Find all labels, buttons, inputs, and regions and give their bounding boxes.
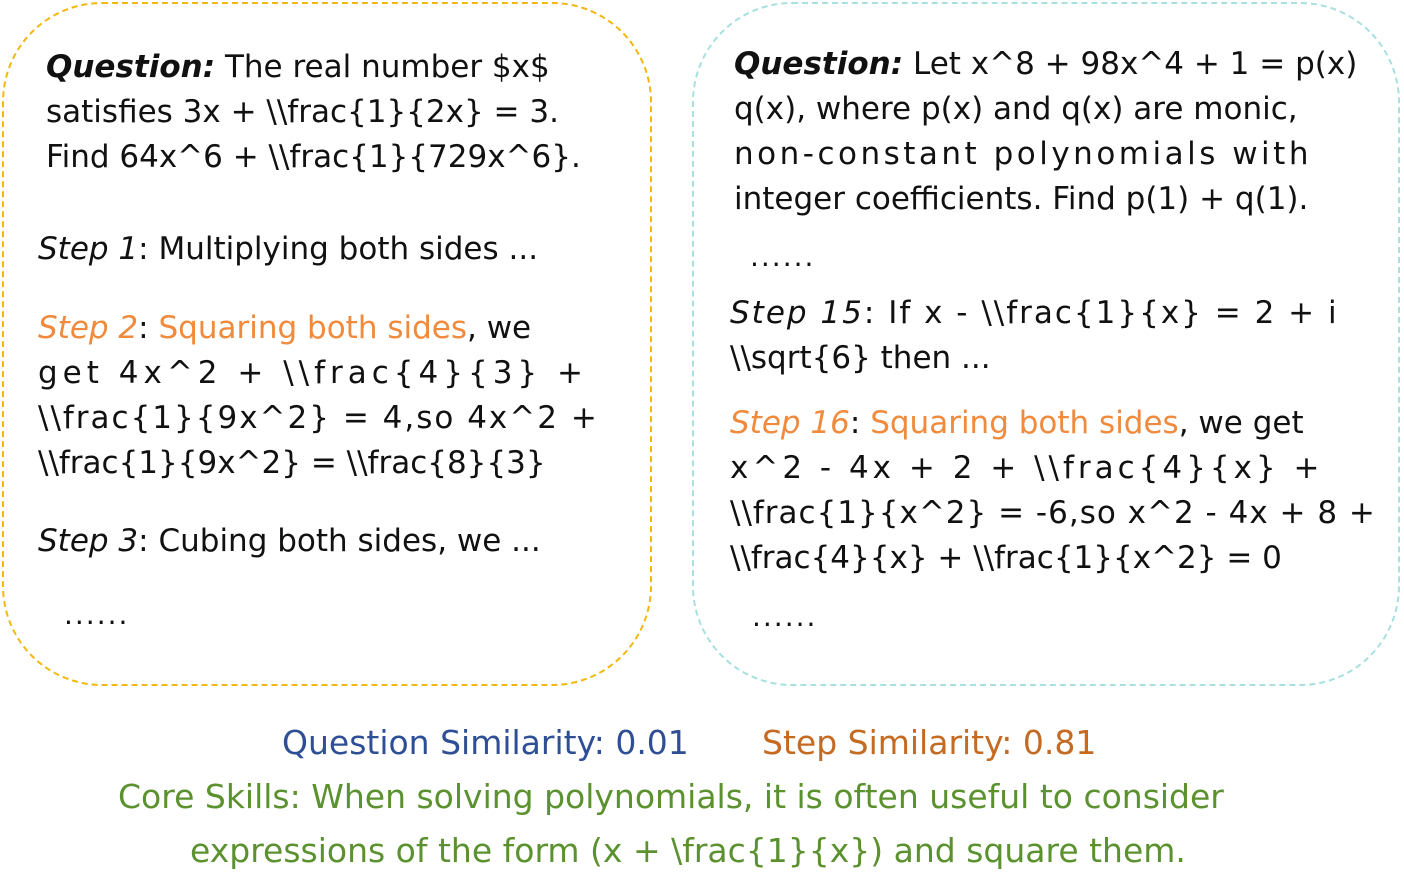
- left-step-1-label: Step 1: [38, 231, 139, 267]
- left-example-panel: [2, 2, 652, 686]
- right-step-16-highlight: Squaring both sides: [870, 405, 1179, 441]
- left-question-label: Question:: [46, 49, 216, 85]
- right-question-line-3: non-constant polynomials with: [734, 136, 1312, 172]
- right-step-16-line-4: \\frac{4}{x} + \\frac{1}{x^2} = 0: [730, 540, 1282, 576]
- left-step-2-line-4: \\frac{1}{9x^2} = \\frac{8}{3}: [38, 445, 546, 481]
- left-question-line-2: satisfies 3x + \\frac{1}{2x} = 3.: [46, 94, 559, 130]
- left-step-2-line-1: Step 2: Squaring both sides, we: [38, 310, 532, 346]
- left-ellipsis: ......: [64, 598, 130, 631]
- left-step-2-highlight: Squaring both sides: [158, 310, 467, 346]
- left-question-line-1: Question: The real number $x$: [46, 49, 550, 85]
- question-similarity: Question Similarity: 0.01: [282, 723, 689, 762]
- right-step-16-line-2: x^2 - 4x + 2 + \\frac{4}{x} +: [730, 450, 1324, 486]
- core-skills-line-1: Core Skills: When solving polynomials, i…: [118, 777, 1224, 816]
- right-step-15-line-2: \\sqrt{6} then ...: [730, 340, 991, 376]
- left-step-3: Step 3: Cubing both sides, we ...: [38, 523, 541, 559]
- left-step-3-label: Step 3: [38, 523, 139, 559]
- right-question-line-2: q(x), where p(x) and q(x) are monic,: [734, 91, 1298, 127]
- step-similarity: Step Similarity: 0.81: [762, 723, 1097, 762]
- core-skills-line-2: expressions of the form (x + \frac{1}{x}…: [190, 831, 1186, 870]
- right-step-16-label: Step 16: [730, 405, 850, 441]
- right-ellipsis-bottom: ......: [752, 600, 818, 633]
- right-question-label: Question:: [734, 46, 904, 82]
- left-step-2-label: Step 2: [38, 310, 139, 346]
- right-ellipsis-top: ......: [750, 240, 816, 273]
- right-step-15-label: Step 15: [730, 295, 864, 331]
- left-step-2-line-3: \\frac{1}{9x^2} = 4,so 4x^2 +: [38, 400, 599, 436]
- left-step-1: Step 1: Multiplying both sides ...: [38, 231, 539, 267]
- right-question-line-1: Question: Let x^8 + 98x^4 + 1 = p(x): [734, 46, 1358, 82]
- right-step-15-line-1: Step 15: If x - \\frac{1}{x} = 2 + i: [730, 295, 1339, 331]
- right-step-16-line-1: Step 16: Squaring both sides, we get: [730, 405, 1304, 441]
- left-step-2-line-2: get 4x^2 + \\frac{4}{3} +: [38, 355, 588, 391]
- right-question-line-4: integer coefficients. Find p(1) + q(1).: [734, 181, 1309, 217]
- right-example-panel: [692, 2, 1400, 686]
- left-question-line-3: Find 64x^6 + \\frac{1}{729x^6}.: [46, 139, 581, 175]
- right-step-16-line-3: \\frac{1}{x^2} = -6,so x^2 - 4x + 8 +: [730, 495, 1376, 531]
